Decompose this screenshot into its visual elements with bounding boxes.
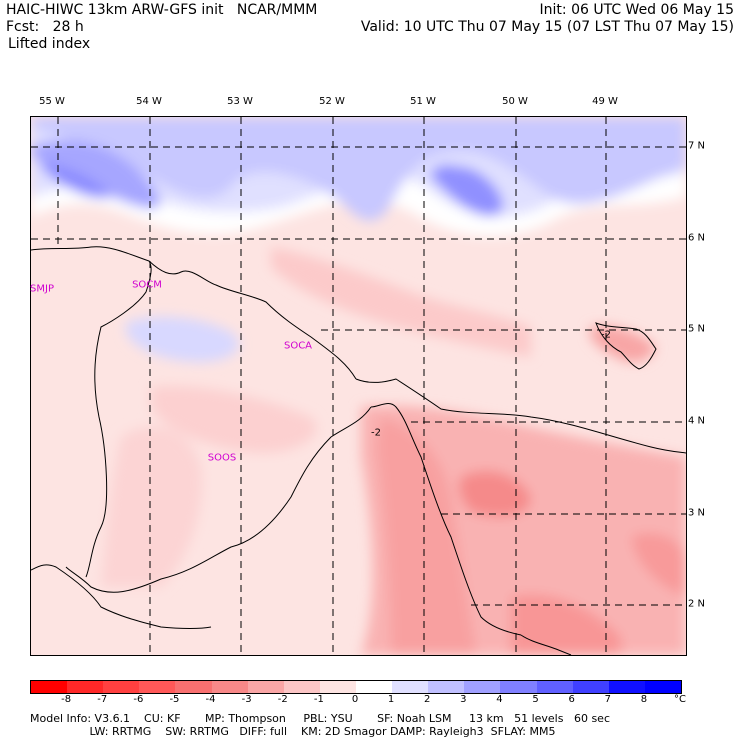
- colorbar-tick-label: -4: [205, 694, 216, 705]
- lat-label-6n: 6 N: [688, 232, 706, 244]
- colorbar-swatch: [175, 681, 212, 693]
- border-southeast: [520, 634, 572, 655]
- lon-label-55w: 55 W: [39, 96, 65, 107]
- border-west: [31, 246, 152, 578]
- colorbar-swatch: [500, 681, 537, 693]
- lat-label-2n: 2 N: [688, 598, 706, 610]
- colorbar-tick-label: -2: [277, 694, 288, 705]
- model-title: HAIC-HIWC 13km ARW-GFS init NCAR/MMM: [6, 2, 318, 18]
- field-name: Lifted index: [8, 36, 91, 52]
- init-time: Init: 06 UTC Wed 06 May 15: [539, 2, 734, 18]
- colorbar-swatch: [572, 681, 609, 693]
- colorbar-tick-label: 7: [604, 694, 611, 705]
- coast-amapa: [355, 378, 686, 454]
- colorbar-swatch: [608, 681, 645, 693]
- colorbar-swatch: [644, 681, 681, 693]
- island-maraca: [595, 322, 657, 370]
- colorbar-swatch: [103, 681, 140, 693]
- colorbar: [30, 680, 682, 694]
- colorbar-tick-label: 6: [568, 694, 575, 705]
- colorbar-swatch: [428, 681, 465, 693]
- border-interior: [65, 406, 372, 593]
- lat-label-5n: 5 N: [688, 323, 706, 335]
- oyapock-border: [370, 402, 522, 636]
- lifted-index-map: [30, 116, 687, 656]
- colorbar-swatch: [283, 681, 320, 693]
- lon-label-51w: 51 W: [410, 96, 436, 107]
- colorbar-tick-label: 8: [640, 694, 648, 705]
- filled-contours: [31, 117, 686, 655]
- colorbar-tick-label: -3: [241, 694, 252, 705]
- coast-guiana: [148, 260, 357, 380]
- contour-label-2: -2: [601, 329, 611, 341]
- colorbar-swatch: [355, 681, 393, 693]
- colorbar-swatch: [211, 681, 248, 693]
- model-info-line1: Model Info: V3.6.1 CU: KF MP: Thompson P…: [30, 712, 610, 725]
- colorbar-swatch: [67, 681, 104, 693]
- colorbar-swatch: [464, 681, 501, 693]
- contour-label-1: -2: [371, 427, 381, 439]
- colorbar-swatch: [536, 681, 573, 693]
- colorbar-tick-label: -7: [97, 694, 108, 705]
- colorbar-tick-label: 4: [496, 694, 503, 705]
- colorbar-swatch: [31, 681, 68, 693]
- colorbar-tick-label: -8: [61, 694, 72, 705]
- colorbar-tick-label: -6: [133, 694, 144, 705]
- lon-label-50w: 50 W: [502, 96, 528, 107]
- lon-label-49w: 49 W: [592, 96, 618, 107]
- lon-label-53w: 53 W: [227, 96, 253, 107]
- station-smjp: SMJP: [30, 283, 54, 295]
- colorbar-tick-label: 2: [424, 694, 431, 705]
- colorbar-unit: °C: [674, 694, 686, 705]
- lon-label-54w: 54 W: [136, 96, 162, 107]
- station-soos: SOOS: [207, 452, 237, 464]
- colorbar-tick-label: 1: [387, 694, 395, 705]
- lat-label-3n: 3 N: [688, 507, 706, 519]
- latlon-grid: [31, 117, 686, 655]
- colorbar-tick-label: 3: [460, 694, 467, 705]
- map-canvas: [31, 117, 686, 655]
- station-soca: SOCA: [283, 340, 313, 352]
- colorbar-swatch: [319, 681, 356, 693]
- colorbar-tick-label: -1: [313, 694, 324, 705]
- valid-time: Valid: 10 UTC Thu 07 May 15 (07 LST Thu …: [360, 19, 734, 35]
- colorbar-tick-label: -5: [169, 694, 180, 705]
- colorbar-swatch: [392, 681, 429, 693]
- colorbar-swatch: [139, 681, 176, 693]
- coastlines: [31, 246, 686, 655]
- model-info-line2: LW: RRTMG SW: RRTMG DIFF: full KM: 2D Sm…: [30, 725, 556, 738]
- lat-label-7n: 7 N: [688, 140, 706, 152]
- colorbar-tick-label: 5: [532, 694, 539, 705]
- lon-label-52w: 52 W: [319, 96, 345, 107]
- station-socm: SOCM: [132, 279, 162, 291]
- forecast-hour: Fcst: 28 h: [6, 19, 84, 35]
- colorbar-swatch: [247, 681, 284, 693]
- colorbar-tick-label: 0: [351, 694, 359, 705]
- border-south: [31, 564, 212, 629]
- lat-label-4n: 4 N: [688, 415, 706, 427]
